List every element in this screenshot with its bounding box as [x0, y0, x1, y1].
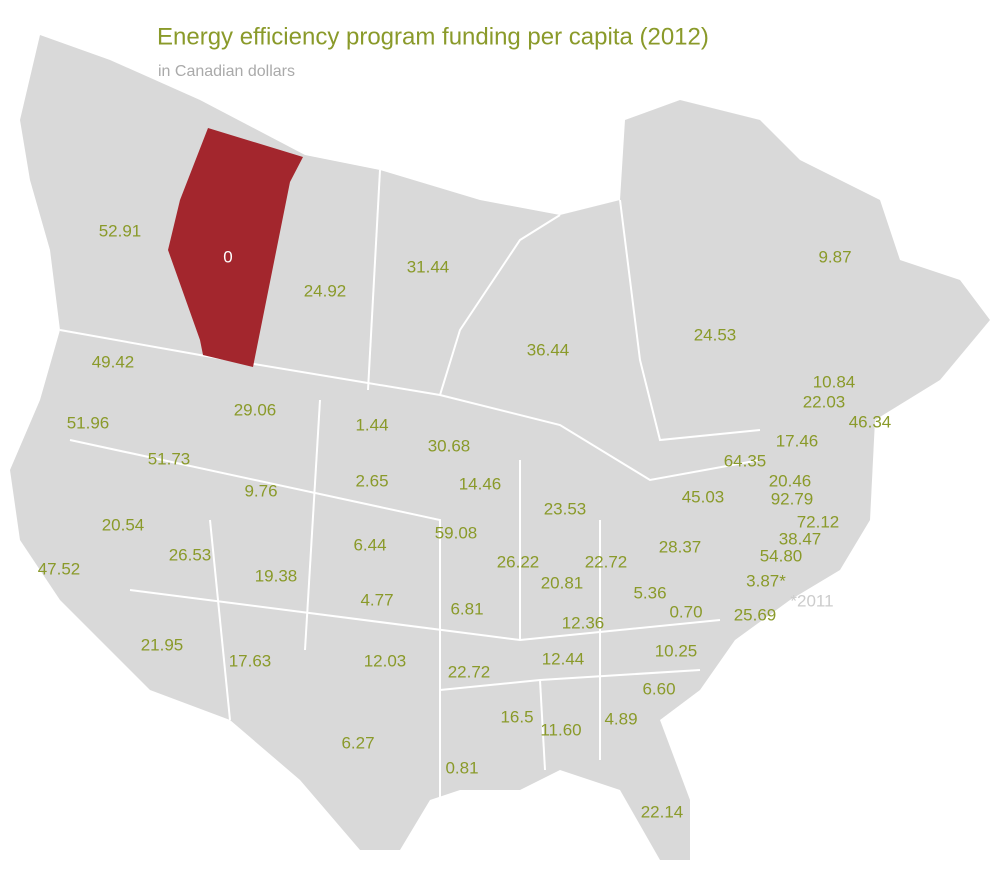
region-value: 30.68: [428, 436, 471, 455]
borders: [59, 169, 761, 800]
region-value: 9.76: [244, 481, 277, 500]
region-value: 21.95: [141, 635, 184, 654]
region-value: 31.44: [407, 257, 450, 276]
landmass: [10, 35, 990, 860]
region-value: 64.35: [724, 451, 767, 470]
region-value: 6.44: [353, 535, 386, 554]
region-value: 0: [223, 247, 232, 266]
border: [209, 519, 231, 721]
border: [539, 679, 546, 771]
region-value: 9.87: [818, 247, 851, 266]
footnote: *2011: [790, 591, 833, 610]
region-value: 1.44: [355, 415, 388, 434]
region-value: 12.44: [542, 649, 585, 668]
region-value: 45.03: [682, 487, 725, 506]
region-value: 72.12: [797, 512, 840, 531]
region-value: 12.03: [364, 651, 407, 670]
region-value: 47.52: [38, 559, 81, 578]
region-value: 51.73: [148, 449, 191, 468]
region-value: 4.77: [360, 590, 393, 609]
region-value: 12.36: [562, 613, 605, 632]
region-value: 17.46: [776, 431, 819, 450]
region-value: 26.22: [497, 552, 540, 571]
region-value: 3.87*: [746, 571, 786, 590]
region-value: 22.72: [448, 662, 491, 681]
region-value: 59.08: [435, 523, 478, 542]
region-value: 26.53: [169, 545, 212, 564]
region-value: 20.54: [102, 515, 145, 534]
region-value: 10.25: [655, 641, 698, 660]
region-value: 5.36: [633, 583, 666, 602]
region-value: 49.42: [92, 352, 135, 371]
region-value: 29.06: [234, 400, 277, 419]
region-value: 22.72: [585, 552, 628, 571]
region-value: 6.27: [341, 733, 374, 752]
border: [619, 199, 761, 442]
region-value: 19.38: [255, 566, 298, 585]
region-value: 20.46: [769, 471, 812, 490]
region-value: 10.84: [813, 372, 856, 391]
region-value: 92.79: [771, 489, 814, 508]
region-value: 0.81: [445, 758, 478, 777]
region-value: 51.96: [67, 413, 110, 432]
subtitle: in Canadian dollars: [158, 63, 295, 80]
region-value: 28.37: [659, 537, 702, 556]
border: [69, 439, 441, 800]
highlighted-region: [168, 128, 303, 367]
region-value: 38.47: [779, 529, 822, 548]
border: [304, 399, 321, 651]
region-value: 54.80: [760, 546, 803, 565]
region-value: 6.60: [642, 679, 675, 698]
region-value: 2.65: [355, 471, 388, 490]
region-value: 23.53: [544, 499, 587, 518]
region-value: 4.89: [604, 709, 637, 728]
region-value: 24.53: [694, 325, 737, 344]
region-value: 17.63: [229, 651, 272, 670]
border: [59, 329, 761, 482]
border: [367, 169, 381, 391]
region-value: 11.60: [540, 720, 581, 739]
region-value: 20.81: [541, 573, 584, 592]
region-value: 22.03: [803, 392, 846, 411]
region-value: 0.70: [669, 602, 702, 621]
region-value: 24.92: [304, 281, 347, 300]
region-value: 14.46: [459, 474, 502, 493]
border: [439, 214, 561, 396]
title: Energy efficiency program funding per ca…: [157, 23, 709, 50]
region-value: 22.14: [641, 802, 684, 821]
region-value: 6.81: [450, 599, 483, 618]
region-value: 16.5: [500, 707, 533, 726]
region-value: 25.69: [734, 605, 777, 624]
region-value: 36.44: [527, 340, 570, 359]
region-value: 46.34: [849, 412, 892, 431]
region-value: 52.91: [99, 221, 142, 240]
